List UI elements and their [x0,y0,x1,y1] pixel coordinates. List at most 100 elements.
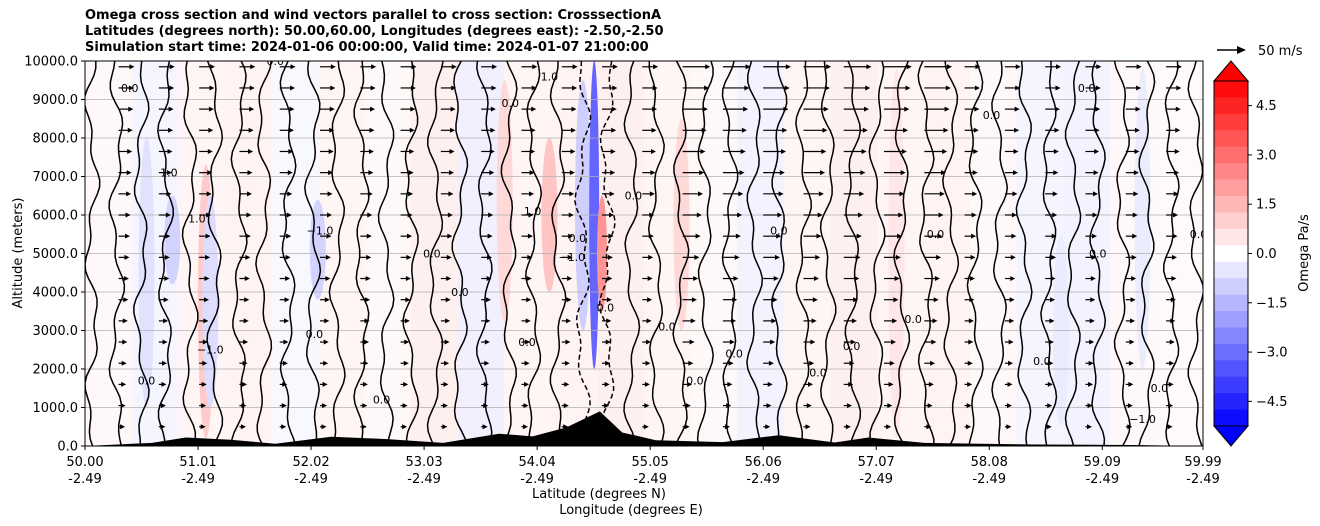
wind-vector-head [407,233,413,239]
wind-vector-head [121,360,127,366]
wind-vector-head [246,212,252,218]
wind-vector-head [741,127,747,133]
wind-vector-head [1091,233,1097,239]
wind-vector-head [247,170,253,176]
contour-label: 0.0 [502,97,520,110]
contour-label: 0.0 [809,367,827,380]
wind-vector-head [204,276,210,282]
colorbar-segment [1214,179,1248,197]
wind-vector-head [971,233,977,239]
wind-vector-head [405,276,411,282]
wind-vector-head [894,276,900,282]
wind-vector-head [447,212,453,218]
wind-vector-head [490,127,496,133]
wind-vector-head [563,403,569,409]
wind-vector-head [1015,64,1021,70]
contour-label: 0.0 [451,286,469,299]
colorbar-tick-label: 4.5 [1256,99,1277,114]
wind-vector-head [364,318,370,324]
wind-vector-head [327,212,333,218]
wind-vector-head [1092,212,1098,218]
contour-line [942,61,960,446]
colorbar-segment [1214,376,1248,394]
wind-vector-head [899,191,905,197]
wind-vector-head [1174,148,1180,154]
colorbar-segment [1214,97,1248,115]
wind-vector-head [906,64,912,70]
contour-line [721,61,739,446]
colorbar-segment [1214,327,1248,345]
wind-vector-head [704,85,710,91]
wind-vector-head [651,127,657,133]
contour-line [795,61,812,446]
wind-vector-head [447,233,453,239]
wind-vector-head [404,318,410,324]
wind-vector-head [570,148,576,154]
wind-vector-head [966,403,972,409]
wind-vector-head [523,403,529,409]
wind-vector-head [1170,318,1176,324]
wind-vector-head [823,106,829,112]
wind-vector-head [125,212,131,218]
wind-vector-head [165,212,171,218]
wind-vector-head [807,381,813,387]
wind-vector-head [403,360,409,366]
contour-line [1089,61,1107,446]
wind-vector-head [938,212,944,218]
wind-vector-head [572,85,578,91]
wind-vector-head [564,360,570,366]
wind-vector-head [442,403,448,409]
wind-vector-head [644,403,650,409]
wind-vector-head [1049,318,1055,324]
wind-vector-head [724,424,730,430]
wind-vector-head [1136,64,1142,70]
colorbar-segment [1214,81,1248,98]
wind-vector-head [811,318,817,324]
contour-line [598,61,616,446]
wind-vector-head [947,64,953,70]
wind-vector-head [1050,297,1056,303]
wind-vector-head [773,276,779,282]
y-tick-label: 6000.0 [33,209,79,224]
wind-vector-head [488,212,494,218]
x-tick-label-lat: 58.08 [971,455,1008,470]
x-tick-label-lat: 59.99 [1184,455,1221,470]
wind-vector-head [126,191,132,197]
wind-vector-head [366,254,372,260]
contour-label: 0.0 [569,232,587,245]
wind-vector-head [283,339,289,345]
wind-vector-head [329,127,335,133]
wind-vector-head [565,339,571,345]
wind-vector-head [572,64,578,70]
wind-vector-head [324,318,330,324]
wind-vector-head [745,64,751,70]
wind-vector-head [866,64,872,70]
wind-vector-head [367,191,373,197]
wind-vector-head [410,85,416,91]
wind-vector-head [366,233,372,239]
wind-vector-head [932,318,938,324]
contour-line [1113,61,1131,446]
wind-vector-head [241,403,247,409]
wind-vector-head [1087,403,1093,409]
contour-label: 0.0 [686,374,704,387]
contour-line [353,61,370,446]
colorbar-segment [1214,130,1248,148]
wind-vector-head [122,339,128,345]
wind-vector-head [120,424,126,430]
wind-vector-head [166,170,172,176]
wind-vector-head [282,381,288,387]
x-tick-label-lon: -2.49 [294,472,328,487]
wind-vector-head [1093,191,1099,197]
wind-vector-head [1176,64,1182,70]
wind-vector-head [1011,233,1017,239]
wind-vector-head [568,233,574,239]
wind-vector-head [123,276,129,282]
wind-vector-head [526,297,532,303]
wind-vector-head [974,85,980,91]
wind-vector-head [1048,339,1054,345]
wind-vector-head [701,127,707,133]
wind-vector-head [290,64,296,70]
wind-vector-head [822,127,828,133]
wind-vector-head [449,148,455,154]
